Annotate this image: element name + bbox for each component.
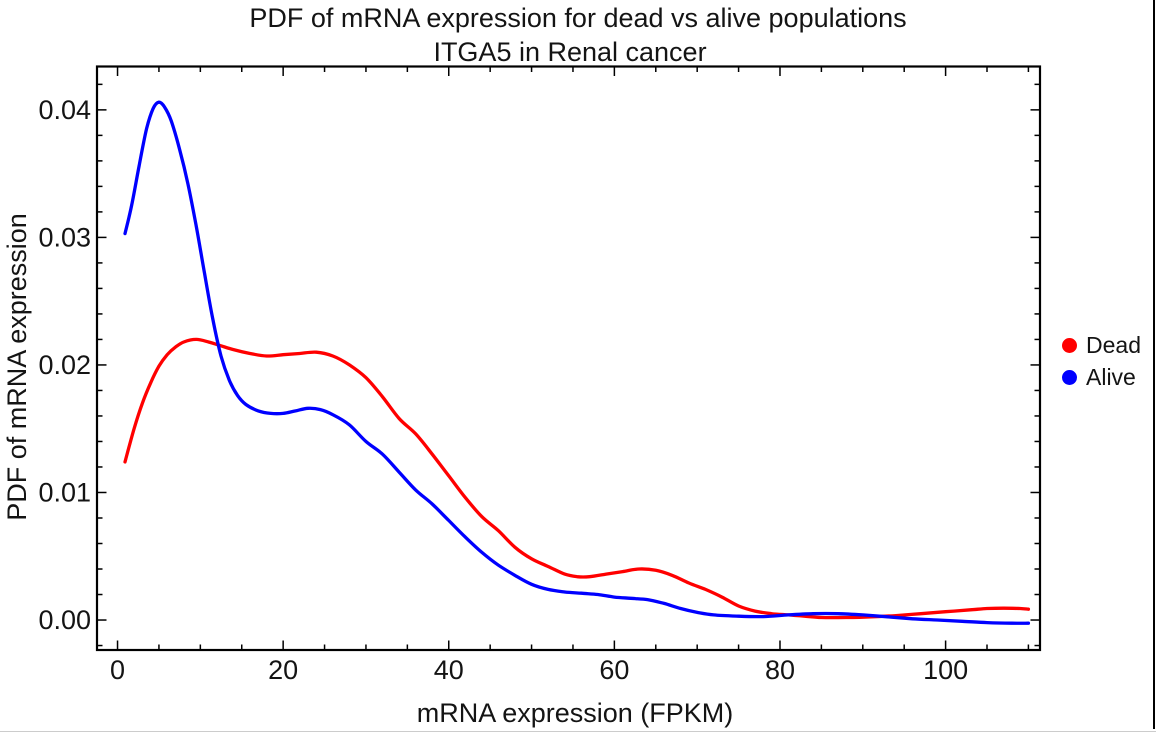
chart-legend: Dead Alive bbox=[1062, 329, 1141, 393]
window-border-right bbox=[1153, 0, 1155, 729]
x-tick-label: 0 bbox=[110, 655, 125, 685]
series-curve-dead bbox=[123, 337, 1031, 620]
legend-label-alive: Alive bbox=[1086, 363, 1136, 390]
y-tick-label: 0.01 bbox=[38, 477, 91, 507]
x-axis-label: mRNA expression (FPKM) bbox=[416, 698, 734, 728]
plot-frame bbox=[95, 65, 1042, 652]
y-tick-label: 0.02 bbox=[38, 350, 91, 380]
alive-series-dot-icon bbox=[1062, 369, 1077, 385]
legend-item-alive: Alive bbox=[1062, 361, 1141, 393]
chart-title: PDF of mRNA expression for dead vs alive… bbox=[249, 3, 907, 33]
axis-tick-labels: 0 20 40 60 80 100 0.00 0.01 0.02 0.03 0.04 bbox=[38, 95, 968, 685]
dead-series-dot-icon bbox=[1062, 337, 1077, 353]
x-tick-label: 60 bbox=[599, 655, 629, 685]
chart-subtitle: ITGA5 in Renal cancer bbox=[433, 37, 707, 67]
legend-item-dead: Dead bbox=[1062, 329, 1141, 361]
x-tick-label: 40 bbox=[434, 655, 464, 685]
x-tick-label: 80 bbox=[765, 655, 795, 685]
x-tick-label: 20 bbox=[268, 655, 298, 685]
x-tick-label: 100 bbox=[923, 655, 968, 685]
legend-label-dead: Dead bbox=[1086, 331, 1141, 358]
y-tick-label: 0.00 bbox=[38, 605, 91, 635]
y-tick-label: 0.04 bbox=[38, 95, 91, 125]
y-tick-label: 0.03 bbox=[38, 222, 91, 252]
series-curve-alive bbox=[123, 100, 1031, 625]
axis-ticks bbox=[98, 67, 1039, 649]
